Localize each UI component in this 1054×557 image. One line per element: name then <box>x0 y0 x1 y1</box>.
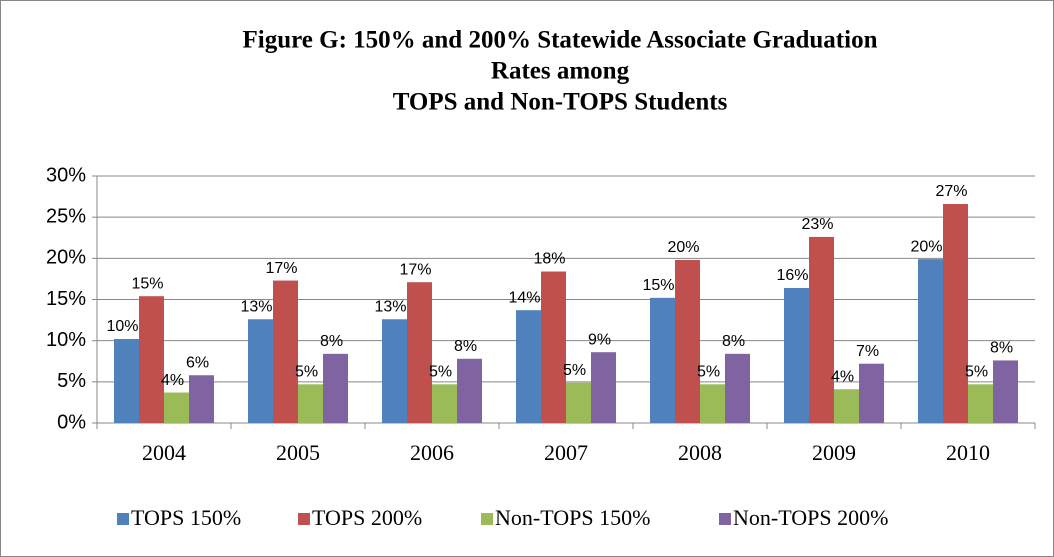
y-tick-label: 5% <box>57 370 86 392</box>
data-label: 6% <box>186 354 209 371</box>
x-tick-label: 2004 <box>142 440 186 465</box>
data-label: 17% <box>265 260 297 277</box>
data-label: 15% <box>131 275 163 292</box>
bar <box>968 384 993 423</box>
bar <box>834 389 859 423</box>
bar <box>114 339 139 423</box>
bar <box>407 282 432 423</box>
bar <box>675 259 700 423</box>
data-label: 13% <box>374 298 406 315</box>
data-label: 5% <box>965 364 988 381</box>
data-label: 4% <box>161 372 184 389</box>
data-label: 13% <box>240 298 272 315</box>
bar <box>248 319 273 423</box>
bar <box>432 384 457 423</box>
data-label: 20% <box>667 239 699 256</box>
legend-swatch <box>298 513 310 525</box>
y-tick-label: 25% <box>46 205 86 227</box>
bar <box>298 384 323 423</box>
bar <box>164 392 189 423</box>
legend-label: TOPS 200% <box>312 505 422 530</box>
x-tick-label: 2007 <box>544 440 588 465</box>
bar <box>541 271 566 423</box>
data-label: 8% <box>454 338 477 355</box>
bar <box>809 236 834 423</box>
data-label: 5% <box>295 364 318 381</box>
bar <box>273 280 298 423</box>
data-label: 4% <box>831 368 854 385</box>
bar <box>784 287 809 423</box>
y-tick-label: 15% <box>46 288 86 310</box>
data-label: 8% <box>722 333 745 350</box>
bar <box>566 382 591 423</box>
x-tick-label: 2006 <box>410 440 454 465</box>
y-tick-label: 30% <box>46 164 86 186</box>
chart-title: Figure G: 150% and 200% Statewide Associ… <box>243 27 878 54</box>
bar <box>189 375 214 423</box>
bar <box>591 352 616 423</box>
bar <box>700 384 725 423</box>
legend-label: Non-TOPS 200% <box>733 505 888 530</box>
bar <box>457 358 482 423</box>
data-label: 8% <box>990 340 1013 357</box>
y-tick-label: 20% <box>46 247 86 269</box>
legend-swatch <box>117 513 129 525</box>
data-label: 7% <box>856 343 879 360</box>
data-label: 17% <box>399 261 431 278</box>
y-tick-label: 10% <box>46 329 86 351</box>
bar <box>323 353 348 423</box>
x-tick-label: 2005 <box>276 440 320 465</box>
data-label: 16% <box>776 267 808 284</box>
legend-label: Non-TOPS 150% <box>495 505 650 530</box>
x-tick-label: 2008 <box>678 440 722 465</box>
legend-swatch <box>719 513 731 525</box>
data-label: 5% <box>429 364 452 381</box>
data-label: 15% <box>642 277 674 294</box>
legend-label: TOPS 150% <box>131 505 241 530</box>
data-label: 10% <box>106 318 138 335</box>
x-tick-label: 2010 <box>946 440 990 465</box>
bar <box>516 310 541 423</box>
data-label: 5% <box>563 362 586 379</box>
bar <box>943 203 968 423</box>
x-tick-label: 2009 <box>812 440 856 465</box>
y-tick-label: 0% <box>57 411 86 433</box>
bar <box>382 319 407 423</box>
data-label: 20% <box>910 238 942 255</box>
chart-title: Rates among <box>491 58 630 85</box>
legend-swatch <box>481 513 493 525</box>
data-label: 8% <box>320 333 343 350</box>
data-label: 23% <box>801 216 833 233</box>
data-label: 27% <box>935 183 967 200</box>
bar <box>650 297 675 423</box>
data-label: 14% <box>508 289 540 306</box>
data-label: 18% <box>533 251 565 268</box>
chart-title: TOPS and Non-TOPS Students <box>393 89 728 116</box>
bar <box>859 363 884 423</box>
bar <box>993 360 1018 423</box>
bar <box>139 296 164 423</box>
bar <box>918 259 943 423</box>
bar <box>725 353 750 423</box>
data-label: 5% <box>697 364 720 381</box>
data-label: 9% <box>588 331 611 348</box>
